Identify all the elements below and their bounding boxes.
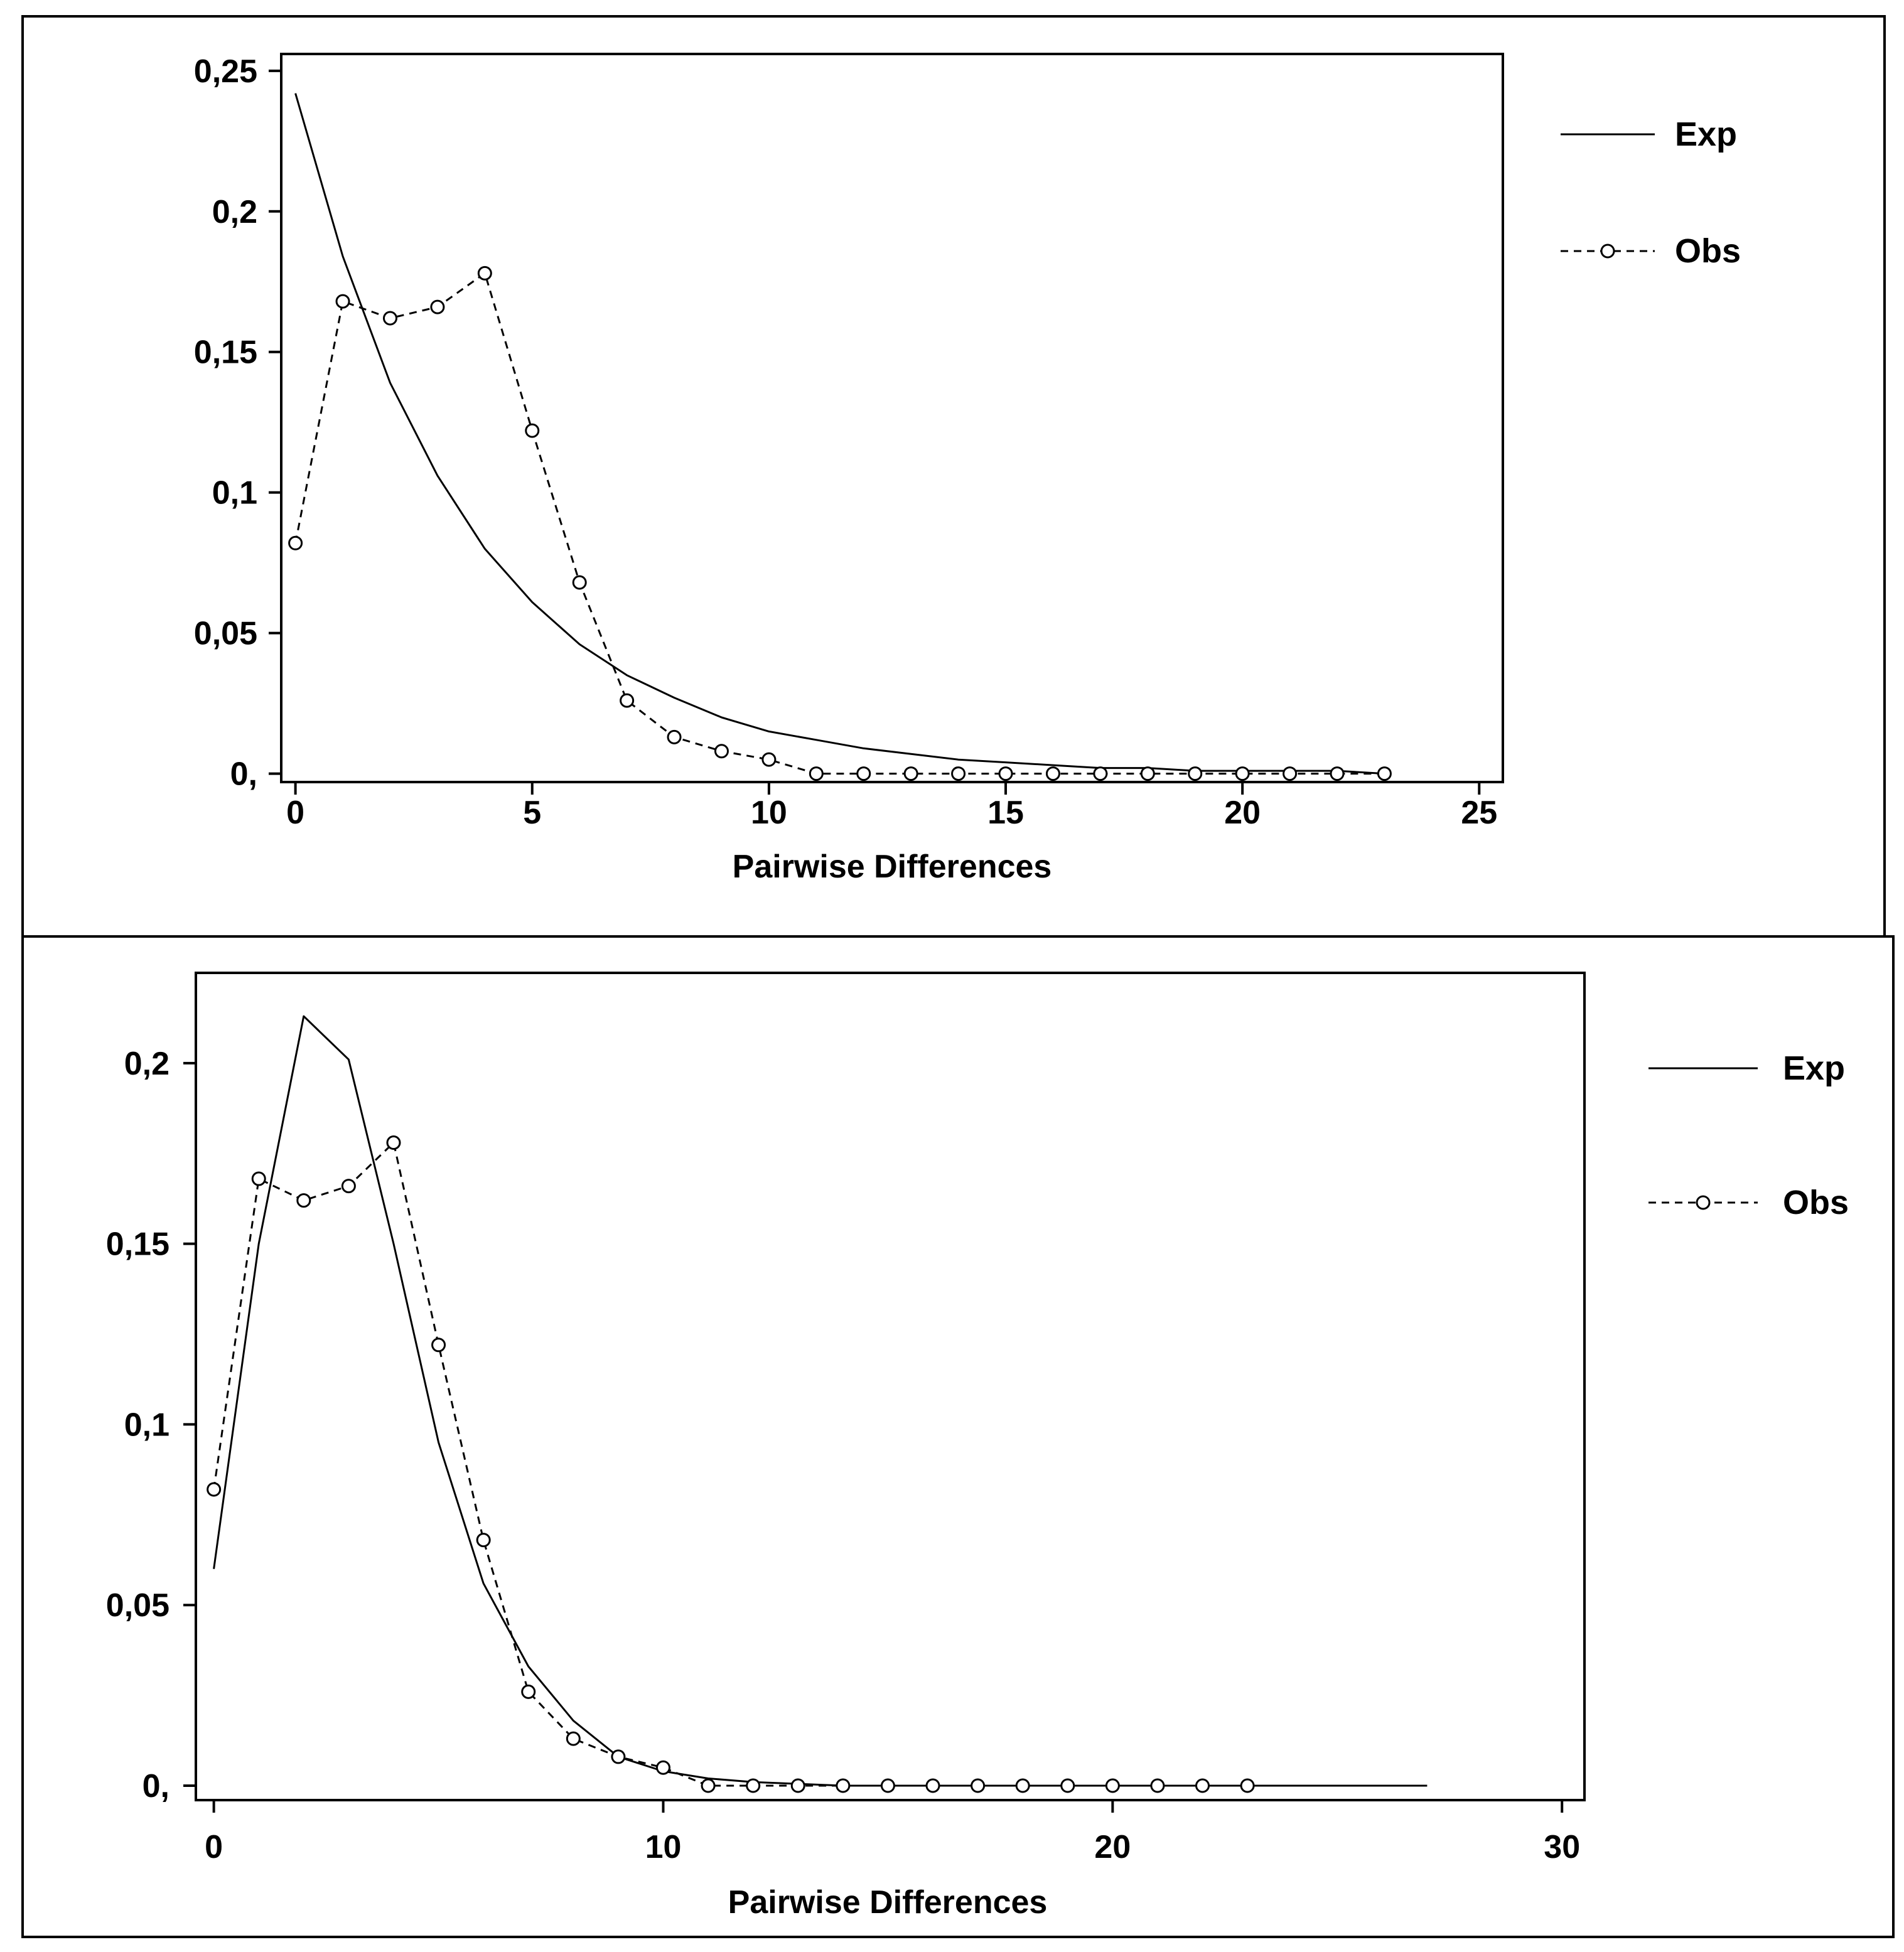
y-tick-label: 0,2 — [212, 194, 257, 230]
x-tick-label: 0 — [286, 795, 304, 831]
x-axis-title: Pairwise Differences — [728, 1884, 1048, 1921]
y-tick-label: 0, — [143, 1768, 169, 1805]
data-point — [525, 423, 540, 438]
data-point — [1195, 1778, 1210, 1793]
data-point — [251, 1171, 266, 1186]
data-point — [790, 1778, 805, 1793]
data-point — [341, 1179, 356, 1194]
x-tick-label: 15 — [987, 795, 1024, 831]
legend: Exp Obs — [1649, 1049, 1849, 1221]
data-point — [431, 1338, 446, 1353]
x-tick-label: 20 — [1094, 1829, 1131, 1865]
x-tick-label: 10 — [645, 1829, 682, 1865]
data-point — [856, 766, 871, 781]
x-axis-title: Pairwise Differences — [733, 849, 1052, 885]
bottom-panel-frame — [21, 935, 1895, 1938]
y-tick-label: 0,1 — [212, 475, 257, 512]
y-tick-label: 0,1 — [124, 1407, 169, 1443]
legend-label-obs: Obs — [1675, 232, 1741, 270]
data-point — [1235, 766, 1250, 781]
data-point — [611, 1749, 626, 1764]
y-tick-label: 0,05 — [194, 616, 257, 652]
data-point — [386, 1135, 401, 1150]
plot-area-frame — [280, 53, 1504, 783]
data-point — [836, 1778, 851, 1793]
plot-area-frame — [195, 972, 1586, 1801]
series-line-obs — [213, 1142, 1248, 1787]
data-point — [1377, 766, 1392, 781]
data-point — [667, 729, 682, 744]
series-line-obs — [294, 272, 1385, 775]
data-point — [296, 1193, 311, 1208]
data-point — [1093, 766, 1108, 781]
legend-marker — [1600, 244, 1615, 259]
data-point — [971, 1778, 986, 1793]
legend-label-exp: Exp — [1783, 1049, 1845, 1087]
data-point — [430, 299, 445, 314]
data-point — [1140, 766, 1155, 781]
y-tick-label: 0,2 — [124, 1046, 169, 1082]
x-tick-label: 5 — [523, 795, 541, 831]
y-tick-label: 0,15 — [106, 1226, 169, 1263]
data-point — [476, 1533, 491, 1548]
data-point — [951, 766, 966, 781]
series-obs — [288, 265, 1392, 781]
legend-marker — [1696, 1195, 1711, 1210]
data-point — [746, 1778, 761, 1793]
y-tick-label: 0, — [230, 756, 257, 793]
x-tick-label: 0 — [205, 1829, 223, 1865]
data-point — [701, 1778, 716, 1793]
data-point — [207, 1482, 222, 1497]
series-exp — [294, 93, 1385, 775]
data-point — [903, 766, 918, 781]
series-line-exp — [294, 93, 1385, 775]
y-tick-label: 0,15 — [194, 335, 257, 371]
y-tick-label: 0,05 — [106, 1587, 169, 1624]
legend: Exp Obs — [1561, 115, 1741, 270]
data-point — [655, 1760, 670, 1775]
data-point — [714, 744, 729, 759]
data-point — [1240, 1778, 1255, 1793]
data-point — [477, 265, 492, 281]
data-point — [1150, 1778, 1165, 1793]
data-point — [382, 311, 397, 326]
data-point — [1188, 766, 1203, 781]
x-tick-label: 10 — [751, 795, 787, 831]
data-point — [521, 1684, 536, 1699]
chart-bottom: 0, 0,05 0,1 0,15 0,2 0 10 20 30 Pairwise Differen… — [106, 972, 1849, 1921]
x-tick-label: 30 — [1544, 1829, 1580, 1865]
data-point — [335, 294, 350, 309]
data-point — [1105, 1778, 1120, 1793]
data-point — [880, 1778, 895, 1793]
data-point — [288, 535, 303, 550]
chart-top: 0, 0,05 0,1 0,15 0,2 0,25 0 5 10 15 20 25 Pairwise D… — [194, 53, 1741, 885]
series-obs — [207, 1135, 1255, 1793]
data-point — [1330, 766, 1345, 781]
data-point — [998, 766, 1013, 781]
data-point — [925, 1778, 940, 1793]
legend-label-exp: Exp — [1675, 115, 1737, 153]
data-point — [1015, 1778, 1030, 1793]
data-point — [620, 693, 635, 708]
data-point — [566, 1731, 581, 1746]
data-point — [572, 575, 587, 590]
data-point — [809, 766, 824, 781]
x-tick-label: 20 — [1224, 795, 1261, 831]
x-tick-label: 25 — [1461, 795, 1497, 831]
data-point — [1283, 766, 1298, 781]
data-point — [1060, 1778, 1075, 1793]
legend-label-obs: Obs — [1783, 1184, 1849, 1221]
data-point — [1045, 766, 1060, 781]
data-point — [761, 752, 777, 767]
y-tick-label: 0,25 — [194, 53, 257, 90]
